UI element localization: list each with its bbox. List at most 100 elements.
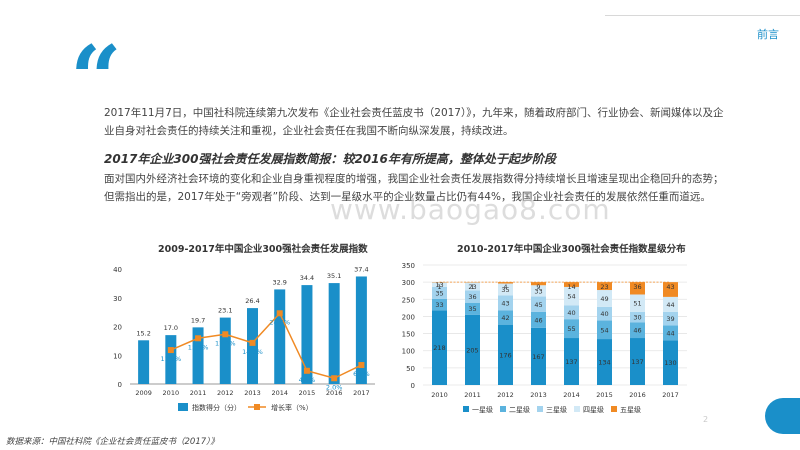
chart1-bar-label: 35.1 <box>327 272 341 280</box>
chart1-x-tick: 2017 <box>353 389 370 397</box>
chart1-growth-label: 24.6% <box>269 318 290 326</box>
chart2-segment-label: 218 <box>433 344 445 352</box>
chart2-legend-swatch <box>463 406 469 412</box>
corner-decoration <box>765 398 800 434</box>
chart2-segment-label: 43 <box>666 283 674 291</box>
chart2-y-tick: 350 <box>402 262 415 270</box>
chart2-segment <box>432 286 447 299</box>
chart1-growth-point <box>303 367 310 374</box>
chart2-segment-label: 40 <box>600 310 608 318</box>
chart2-segment <box>597 282 612 291</box>
chart2-segment <box>432 310 447 385</box>
chart2-segment-label: 54 <box>600 326 608 334</box>
chart2-segment-label: 42 <box>501 314 509 322</box>
chart1-bar-label: 17.0 <box>164 324 178 332</box>
chart2-segment <box>432 282 447 287</box>
chart1-x-tick: 2010 <box>163 389 180 397</box>
chart2-segment <box>564 305 579 320</box>
chart2-segment-label: 51 <box>633 300 641 308</box>
chart2-x-tick: 2013 <box>530 391 547 399</box>
chart1-growth-label: 2.0% <box>326 383 343 391</box>
chart1-y-tick: 30 <box>113 295 122 303</box>
chart2-segment-label: 4 <box>503 283 507 291</box>
chart2-legend-label: 一星级 <box>472 405 493 414</box>
chart1-x-tick: 2013 <box>244 389 261 397</box>
chart2-segment-label: 36 <box>468 293 476 301</box>
chart2-segment <box>630 311 645 323</box>
chart2-legend-label: 五星级 <box>620 405 641 414</box>
chart2-segment-label: 46 <box>633 327 641 335</box>
chart2-svg: 0501001502002503003502183335131201020535… <box>402 262 687 414</box>
header-tab[interactable]: 前言 <box>757 28 779 41</box>
chart2-segment <box>564 282 579 287</box>
chart2-x-tick: 2011 <box>464 391 481 399</box>
chart2-legend-label: 四星级 <box>583 405 604 414</box>
chart1-legend-bar-swatch <box>178 403 188 411</box>
chart2-segment <box>498 310 513 325</box>
chart2-x-tick: 2016 <box>629 391 646 399</box>
chart2-segment-label: 44 <box>666 329 674 337</box>
chart2-x-tick: 2010 <box>431 391 448 399</box>
chart2-y-tick: 100 <box>402 348 415 356</box>
chart2-segment-label: 36 <box>633 283 641 291</box>
chart1-legend-line-label: 增长率（%） <box>271 403 313 412</box>
chart2-segment <box>531 327 546 385</box>
chart2-segment-label: 167 <box>532 353 544 361</box>
chart1-growth-label: 15.9% <box>188 343 209 351</box>
chart2-y-tick: 50 <box>406 365 415 373</box>
chart1-growth-label: 4.6% <box>299 376 316 384</box>
chart2-legend-label: 三星级 <box>546 405 567 414</box>
chart1-growth-point <box>167 347 174 354</box>
chart2-segment-label: 134 <box>598 359 610 367</box>
chart2-segment <box>564 338 579 385</box>
chart2-segment-label: 55 <box>567 325 575 333</box>
chart2-segment <box>465 314 480 385</box>
chart1-growth-point <box>276 310 283 317</box>
chart2-segment <box>498 295 513 311</box>
chart1-y-tick: 10 <box>113 352 122 360</box>
chart1-legend-bar-label: 指数得分（分） <box>192 403 241 412</box>
chart1-bar-label: 23.1 <box>218 307 232 315</box>
chart1-bar <box>138 340 150 384</box>
chart2-segment-label: 130 <box>664 359 676 367</box>
chart2-segment <box>498 324 513 385</box>
chart2-legend-swatch <box>574 406 580 412</box>
chart2-segment-label: 44 <box>666 301 674 309</box>
chart2-segment <box>663 296 678 312</box>
chart2-segment <box>597 339 612 385</box>
chart2-segment <box>630 294 645 312</box>
header-divider <box>605 15 800 16</box>
chart2-segment <box>531 296 546 312</box>
chart2-segment <box>498 283 513 296</box>
chart1-growth-point <box>222 331 229 338</box>
chart2-x-tick: 2014 <box>563 391 580 399</box>
chart2-segment <box>630 282 645 295</box>
source-note: 数据来源：中国社科院《企业社会责任蓝皮书（2017）》 <box>6 437 219 447</box>
chart2-y-tick: 0 <box>411 382 415 390</box>
chart1-legend-line-marker <box>254 404 260 410</box>
chart2-segment <box>531 282 546 286</box>
chart1-bar <box>355 276 367 384</box>
chart1-bar <box>301 285 313 384</box>
chart1-bar-label: 26.4 <box>245 297 259 305</box>
chart1-bar <box>274 289 286 384</box>
watermark: www.baogao8.com <box>330 193 611 226</box>
chart2-x-tick: 2017 <box>662 391 679 399</box>
chart2-segment <box>432 298 447 311</box>
chart2-title: 2010-2017年中国企业300强社会责任指数星级分布 <box>457 244 686 255</box>
chart1-bar <box>192 327 204 384</box>
chart1-bar <box>165 335 177 384</box>
chart1-x-tick: 2015 <box>299 389 316 397</box>
chart1-growth-point <box>249 339 256 346</box>
chart2-segment-label: 9 <box>536 283 540 291</box>
chart1-x-tick: 2016 <box>326 389 343 397</box>
chart1-y-tick: 20 <box>113 324 122 332</box>
chart2-segment-label: 1 <box>437 283 441 291</box>
chart1-growth-label: 11.8% <box>161 355 182 363</box>
chart2-segment-label: 1 <box>470 283 474 291</box>
chart2-segment-label: 13 <box>435 281 443 289</box>
chart1-growth-point <box>195 335 202 342</box>
chart2-segment <box>465 282 480 291</box>
chart2-segment-label: 14 <box>567 283 575 291</box>
chart2-segment <box>564 319 579 339</box>
